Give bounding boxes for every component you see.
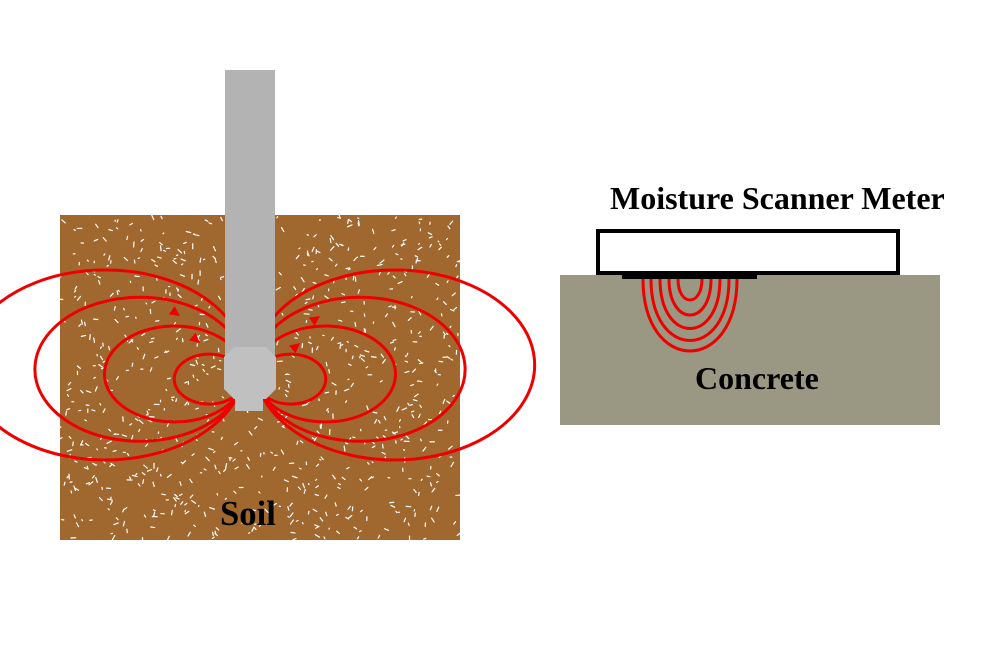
meter-contact-pad xyxy=(622,273,757,279)
probe-foot xyxy=(235,398,263,411)
concrete-block xyxy=(560,275,940,425)
diagram-svg xyxy=(0,0,1000,650)
moisture-meter xyxy=(598,231,898,273)
concrete-label: Concrete xyxy=(695,360,819,397)
probe-shaft xyxy=(225,70,275,375)
probe-tip xyxy=(224,347,276,399)
scanner-title-label: Moisture Scanner Meter xyxy=(610,180,945,217)
soil-label: Soil xyxy=(220,495,276,534)
diagram-root: Soil Moisture Scanner Meter Concrete xyxy=(0,0,1000,650)
